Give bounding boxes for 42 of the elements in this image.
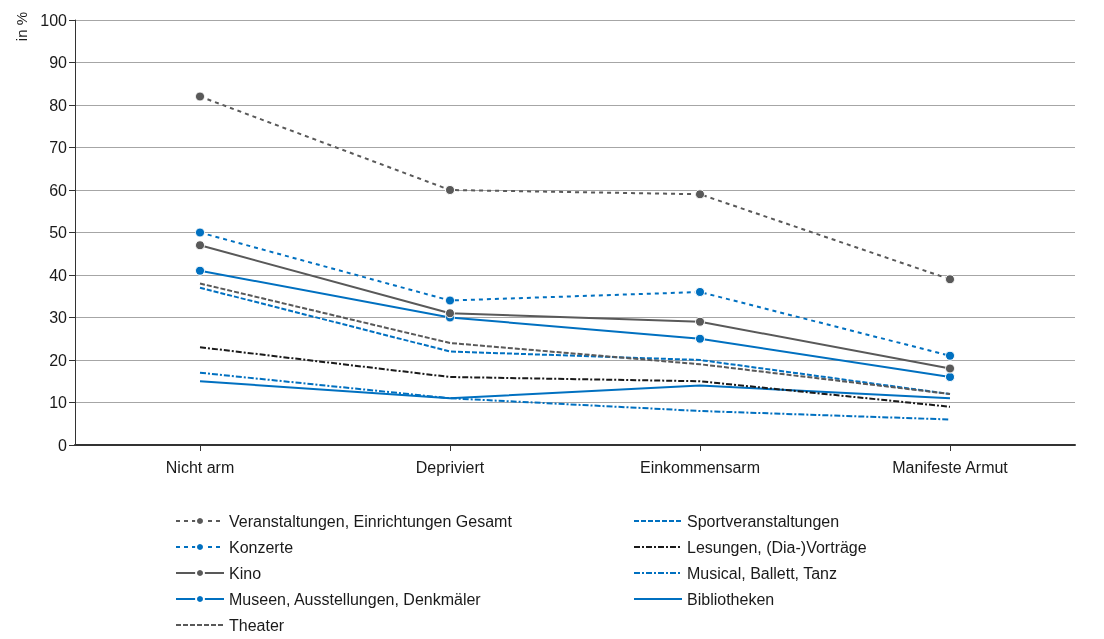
point (945, 274, 955, 285)
point (695, 287, 705, 297)
y-tick-label: 100 (40, 11, 68, 29)
y-tick-label: 70 (49, 139, 68, 156)
point (445, 308, 455, 319)
x-tick-label: Depriviert (415, 458, 485, 476)
point (445, 185, 455, 195)
line-series (199, 371, 951, 421)
point (695, 316, 705, 327)
legend-label: Bibliotheken (687, 590, 775, 608)
point (195, 240, 205, 251)
point (445, 295, 455, 306)
point (195, 265, 205, 276)
point (945, 363, 955, 374)
point (195, 91, 205, 102)
y-tick-label: 80 (49, 96, 68, 114)
y-tick-label: 10 (49, 394, 68, 411)
line-series (199, 346, 951, 408)
point (195, 227, 205, 238)
legend-label: Lesungen, (Dia-)Vorträge (687, 538, 867, 556)
y-tick-label: 50 (49, 224, 68, 241)
point (695, 189, 705, 200)
y-tick-label: 20 (49, 351, 68, 369)
point (945, 350, 955, 361)
legend-label: Veranstaltungen, Einrichtungen Gesamt (229, 512, 513, 530)
y-axis-title: in % (13, 11, 30, 42)
y-tick-label: 0 (58, 436, 68, 454)
point (945, 372, 955, 382)
legend-label: Sportveranstaltungen (687, 512, 840, 530)
legend-label: Kino (229, 564, 262, 582)
legend-label: Theater (229, 616, 285, 634)
legend-label: Museen, Ausstellungen, Denkmäler (229, 590, 482, 608)
legend-label: Musical, Ballett, Tanz (687, 564, 837, 582)
y-tick-label: 90 (49, 54, 68, 71)
x-tick-label: Nicht arm (165, 458, 235, 476)
legend-label: Konzerte (229, 538, 294, 556)
point (695, 333, 705, 344)
x-tick-label: Einkommensarm (639, 458, 761, 476)
y-tick-label: 60 (49, 181, 68, 199)
y-tick-label: 40 (49, 266, 68, 284)
x-tick-label: Manifeste Armut (892, 458, 1009, 476)
y-tick-label: 30 (49, 309, 68, 326)
